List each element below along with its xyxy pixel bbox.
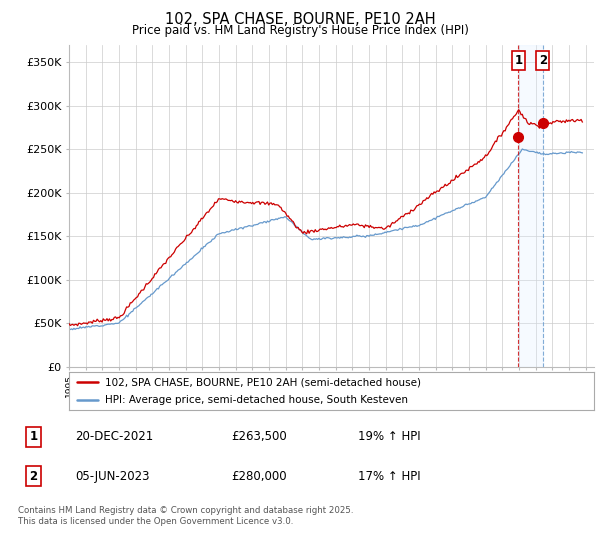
Bar [518,45,543,367]
Text: £263,500: £263,500 [231,430,287,443]
Text: Price paid vs. HM Land Registry's House Price Index (HPI): Price paid vs. HM Land Registry's House … [131,24,469,36]
Text: £280,000: £280,000 [231,470,287,483]
Text: 102, SPA CHASE, BOURNE, PE10 2AH (semi-detached house): 102, SPA CHASE, BOURNE, PE10 2AH (semi-d… [105,377,421,387]
Text: 2: 2 [539,54,547,67]
Text: 05-JUN-2023: 05-JUN-2023 [76,470,150,483]
Text: 1: 1 [514,54,523,67]
Text: 17% ↑ HPI: 17% ↑ HPI [358,470,420,483]
Text: 19% ↑ HPI: 19% ↑ HPI [358,430,420,443]
Text: 20-DEC-2021: 20-DEC-2021 [76,430,154,443]
Text: 1: 1 [29,430,37,443]
Text: 102, SPA CHASE, BOURNE, PE10 2AH: 102, SPA CHASE, BOURNE, PE10 2AH [164,12,436,27]
Text: Contains HM Land Registry data © Crown copyright and database right 2025.
This d: Contains HM Land Registry data © Crown c… [18,506,353,526]
Text: HPI: Average price, semi-detached house, South Kesteven: HPI: Average price, semi-detached house,… [105,395,408,405]
Text: 2: 2 [29,470,37,483]
